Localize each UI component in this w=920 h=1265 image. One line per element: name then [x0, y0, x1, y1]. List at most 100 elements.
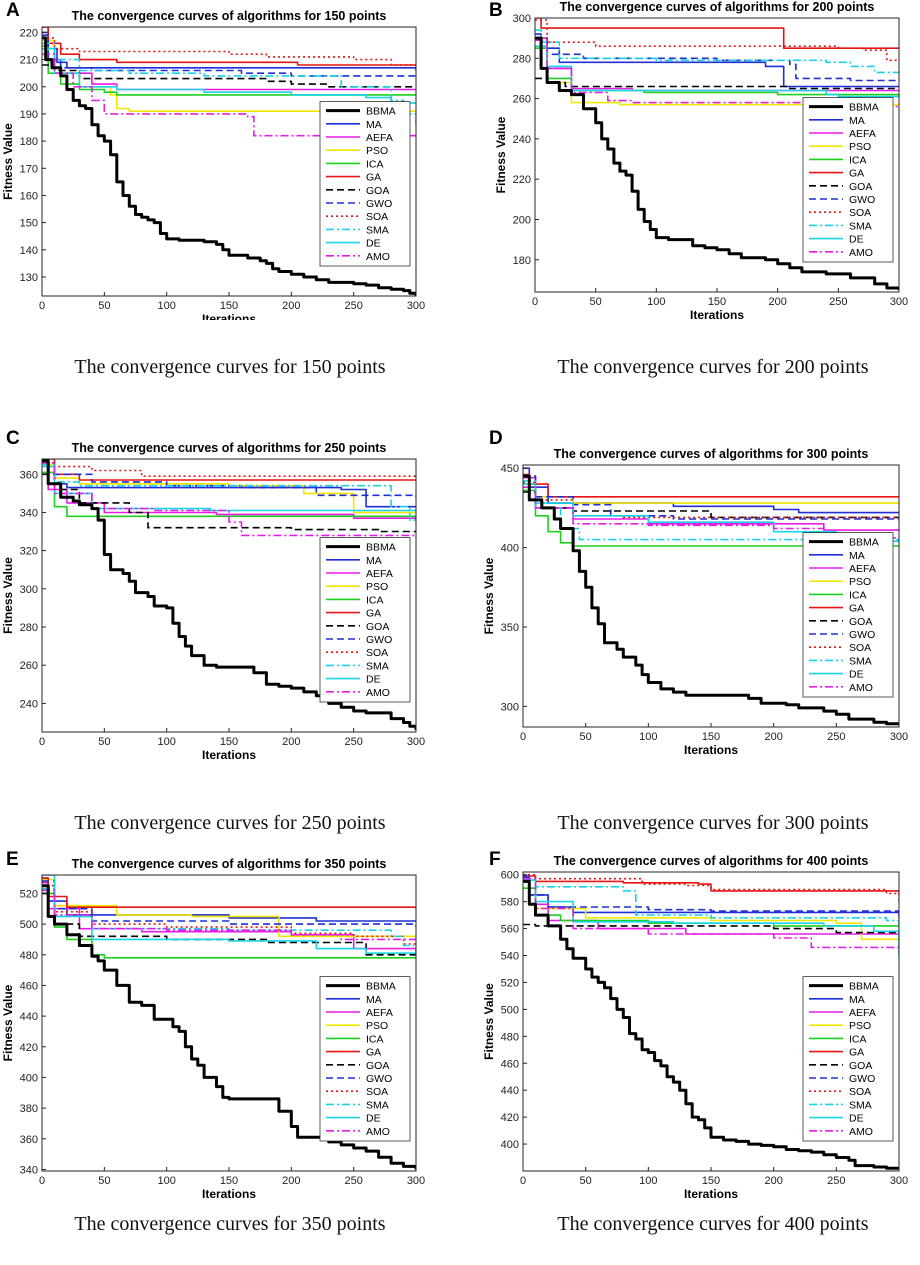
- x-axis-label: Iterations: [684, 743, 738, 757]
- panel-letter: B: [489, 0, 503, 21]
- y-tick-label: 440: [20, 1011, 38, 1023]
- legend-label-sma: SMA: [366, 224, 389, 236]
- series-line-sma: [42, 463, 416, 524]
- y-tick-label: 280: [513, 53, 531, 65]
- chart-a: The convergence curves of algorithms for…: [1, 9, 425, 320]
- legend-label-ga: GA: [366, 172, 381, 184]
- panel-letter: D: [489, 428, 503, 449]
- x-tick-label: 200: [282, 300, 300, 312]
- legend-label-soa: SOA: [366, 1086, 388, 1098]
- x-axis-label: Iterations: [202, 1187, 256, 1201]
- x-tick-label: 200: [764, 1175, 782, 1187]
- y-tick-label: 200: [20, 82, 38, 94]
- series-line-sma: [523, 877, 899, 956]
- y-tick-label: 300: [501, 701, 519, 713]
- series-line-amo: [523, 486, 899, 539]
- legend-label-pso: PSO: [366, 581, 388, 593]
- series-line-goa: [42, 473, 416, 533]
- panel-e: The convergence curves of algorithms for…: [0, 849, 460, 1265]
- legend-label-gwo: GWO: [849, 1073, 875, 1085]
- y-tick-label: 300: [513, 13, 531, 25]
- legend-label-sma: SMA: [849, 220, 872, 232]
- y-tick-label: 500: [501, 1004, 519, 1016]
- chart-title: The convergence curves of algorithms for…: [72, 857, 387, 871]
- legend-label-gwo: GWO: [849, 629, 875, 641]
- legend-label-aefa: AEFA: [849, 128, 876, 140]
- legend-label-ma: MA: [366, 994, 382, 1006]
- x-tick-label: 200: [282, 736, 300, 748]
- x-axis-label: Iterations: [690, 308, 744, 320]
- panel-caption: The convergence curves for 250 points: [74, 812, 386, 834]
- legend-label-soa: SOA: [849, 1086, 871, 1098]
- legend-label-aefa: AEFA: [849, 1007, 876, 1019]
- y-tick-label: 460: [20, 980, 38, 992]
- y-tick-label: 400: [501, 1139, 519, 1151]
- y-tick-label: 190: [20, 109, 38, 121]
- series-line-ga: [523, 473, 899, 498]
- y-tick-label: 420: [20, 1042, 38, 1054]
- panel-caption: The convergence curves for 150 points: [74, 356, 386, 378]
- x-tick-label: 0: [39, 736, 45, 748]
- legend-label-de: DE: [849, 1113, 864, 1125]
- legend-label-ma: MA: [849, 994, 865, 1006]
- y-tick-label: 420: [501, 1112, 519, 1124]
- x-tick-label: 150: [220, 300, 238, 312]
- legend-label-sma: SMA: [366, 1099, 389, 1111]
- x-tick-label: 150: [220, 736, 238, 748]
- chart-e: The convergence curves of algorithms for…: [1, 857, 425, 1201]
- series-line-bbma: [535, 36, 899, 290]
- y-tick-label: 200: [513, 214, 531, 226]
- series-line-ga: [535, 18, 899, 49]
- chart-c: The convergence curves of algorithms for…: [1, 441, 425, 762]
- x-tick-label: 250: [827, 1175, 845, 1187]
- series-line-aefa: [42, 462, 416, 521]
- legend-label-sma: SMA: [849, 655, 872, 667]
- legend-label-ma: MA: [849, 115, 865, 127]
- panel-letter: A: [6, 0, 20, 21]
- y-tick-label: 520: [501, 977, 519, 989]
- legend-label-amo: AMO: [366, 1126, 390, 1138]
- x-tick-label: 250: [344, 300, 362, 312]
- legend-label-soa: SOA: [366, 211, 388, 223]
- legend-label-aefa: AEFA: [366, 1007, 393, 1019]
- series-line-amo: [42, 462, 416, 538]
- legend-label-soa: SOA: [849, 207, 871, 219]
- y-tick-label: 560: [501, 924, 519, 936]
- y-tick-label: 480: [501, 1031, 519, 1043]
- panel-caption: The convergence curves for 350 points: [74, 1213, 386, 1235]
- y-tick-label: 170: [20, 163, 38, 175]
- y-tick-label: 260: [513, 94, 531, 106]
- panel-caption: The convergence curves for 400 points: [557, 1213, 869, 1235]
- chart-d: The convergence curves of algorithms for…: [483, 447, 908, 757]
- y-tick-label: 400: [20, 1072, 38, 1084]
- x-tick-label: 300: [407, 300, 425, 312]
- y-tick-label: 340: [20, 507, 38, 519]
- legend-label-gwo: GWO: [366, 1073, 392, 1085]
- y-tick-label: 460: [501, 1058, 519, 1070]
- series-line-bbma: [523, 474, 899, 726]
- panel-a: The convergence curves of algorithms for…: [0, 0, 460, 416]
- y-axis-label: Fitness Value: [483, 557, 496, 634]
- series-line-bbma: [42, 884, 416, 1170]
- y-tick-label: 260: [20, 660, 38, 672]
- x-tick-label: 200: [768, 296, 786, 308]
- x-tick-label: 50: [98, 300, 110, 312]
- y-tick-label: 540: [501, 951, 519, 963]
- panel-caption: The convergence curves for 200 points: [557, 356, 869, 378]
- y-tick-label: 240: [20, 698, 38, 710]
- x-tick-label: 250: [827, 731, 845, 743]
- x-tick-label: 300: [890, 296, 908, 308]
- x-tick-label: 100: [157, 1175, 175, 1187]
- panel-c: The convergence curves of algorithms for…: [0, 428, 460, 844]
- panel-letter: F: [489, 849, 501, 870]
- legend-label-gwo: GWO: [366, 634, 392, 646]
- legend-label-de: DE: [366, 238, 381, 250]
- y-tick-label: 350: [501, 622, 519, 634]
- x-tick-label: 100: [157, 736, 175, 748]
- legend-label-ga: GA: [366, 608, 381, 620]
- legend-label-pso: PSO: [366, 1020, 388, 1032]
